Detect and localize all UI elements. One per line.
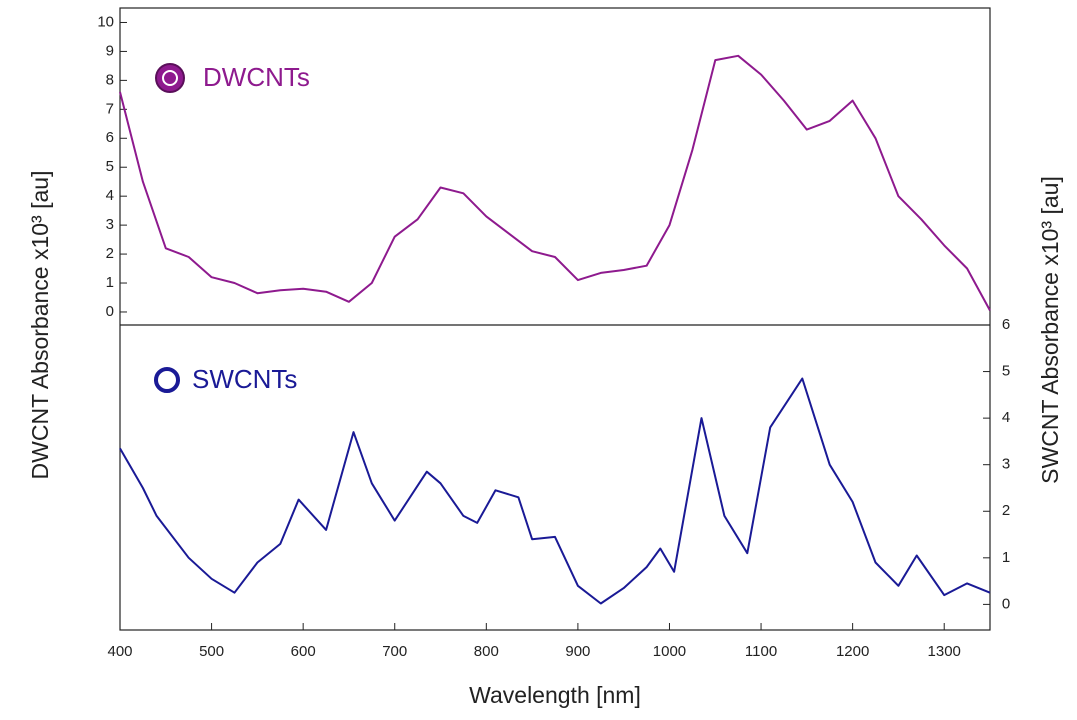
x-tick-label: 1100 <box>745 643 777 660</box>
y-tick-label: 8 <box>106 71 114 88</box>
dwcnt-label: DWCNTs <box>203 62 310 92</box>
x-tick-label: 700 <box>382 643 407 660</box>
y-tick-label: 9 <box>106 42 114 59</box>
y-tick-label: 1 <box>106 274 114 291</box>
y-tick-label: 0 <box>106 303 114 320</box>
y-axis-label: DWCNT Absorbance x10³ [au] <box>27 171 53 480</box>
y-tick-label: 5 <box>106 158 114 175</box>
y2-tick-label: 5 <box>1002 363 1010 380</box>
x-tick-label: 500 <box>199 643 224 660</box>
x-tick-label: 800 <box>474 643 499 660</box>
x-tick-label: 1200 <box>836 643 869 660</box>
x-tick-label: 900 <box>565 643 590 660</box>
swcnt-icon <box>154 367 180 393</box>
x-tick-label: 400 <box>107 643 132 660</box>
swcnt-label: SWCNTs <box>192 364 297 394</box>
data-line <box>119 54 991 311</box>
y-tick-label: 6 <box>106 129 114 146</box>
y-tick-label: 3 <box>106 216 114 233</box>
y-tick-label: 10 <box>97 13 114 30</box>
y2-tick-label: 4 <box>1002 409 1010 426</box>
x-tick-label: 1300 <box>928 643 961 660</box>
x-axis-label: Wavelength [nm] <box>469 682 641 708</box>
y2-axis-label: SWCNT Absorbance x10³ [au] <box>1037 176 1063 484</box>
y-tick-label: 4 <box>106 187 114 204</box>
dwcnt-icon <box>155 63 185 93</box>
y2-tick-label: 2 <box>1002 502 1010 519</box>
x-tick-label: 600 <box>291 643 316 660</box>
x-tick-label: 1000 <box>653 643 686 660</box>
plot-frame <box>119 7 991 631</box>
y-tick-label: 7 <box>106 100 114 117</box>
y2-tick-label: 1 <box>1002 549 1010 566</box>
y-tick-label: 2 <box>106 245 114 262</box>
y2-tick-label: 0 <box>1002 595 1010 612</box>
data-line <box>119 377 991 605</box>
y2-tick-label: 6 <box>1002 316 1010 333</box>
y2-tick-label: 3 <box>1002 456 1010 473</box>
